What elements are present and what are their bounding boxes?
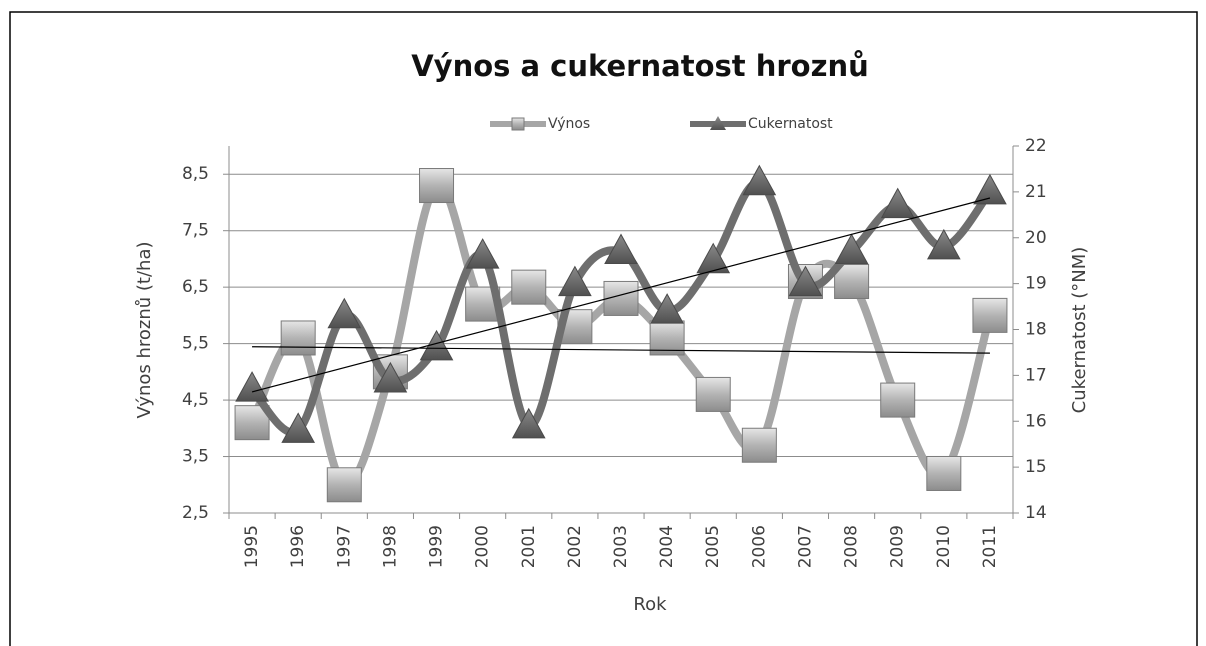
y2-tick-label: 16 <box>1025 411 1047 431</box>
trend-line <box>251 197 991 393</box>
marker-square <box>880 382 916 418</box>
x-tick-label: 2006 <box>749 525 769 568</box>
x-tick-label: 2008 <box>842 525 862 568</box>
x-axis-label: Rok <box>633 594 667 615</box>
marker-triangle <box>419 329 454 361</box>
y2-tick-label: 18 <box>1025 320 1047 340</box>
marker-triangle <box>281 412 316 443</box>
x-tick-label: 1999 <box>427 525 447 568</box>
y-tick-label: 3,5 <box>182 447 209 467</box>
y2-tick-label: 20 <box>1025 228 1047 248</box>
x-tick-label: 2010 <box>934 525 954 568</box>
marker-triangle <box>511 407 546 439</box>
y2-axis-label: Cukernatost (°NM) <box>1069 247 1090 414</box>
marker-triangle <box>880 187 915 219</box>
marker-square <box>280 320 316 356</box>
marker-triangle <box>834 233 869 265</box>
marker-square <box>511 269 547 305</box>
marker-triangle <box>650 293 684 324</box>
y-tick-label: 7,5 <box>182 221 209 241</box>
y2-tick-label: 19 <box>1025 274 1047 294</box>
x-tick-label: 2001 <box>519 525 539 568</box>
x-tick-label: 2007 <box>795 525 815 568</box>
y-tick-label: 6,5 <box>182 277 209 297</box>
y-tick-label: 2,5 <box>182 503 209 523</box>
y-tick-label: 4,5 <box>182 390 209 410</box>
marker-triangle <box>926 228 961 260</box>
y2-tick-label: 21 <box>1025 182 1047 202</box>
marker-square <box>695 376 731 412</box>
marker-triangle <box>327 297 362 329</box>
frame <box>9 11 1198 646</box>
trend-line <box>252 346 990 354</box>
marker-square <box>834 264 870 300</box>
legend-label: Cukernatost <box>748 116 833 132</box>
legend-label: Výnos <box>548 116 590 132</box>
marker-triangle <box>973 173 1007 205</box>
y-tick-label: 8,5 <box>182 164 209 184</box>
marker-square <box>741 427 777 463</box>
y2-tick-label: 14 <box>1025 503 1047 523</box>
y-axis-label: Výnos hroznů (t/ha) <box>134 241 155 418</box>
y2-tick-label: 15 <box>1025 457 1047 477</box>
x-tick-label: 2003 <box>611 525 631 568</box>
x-tick-label: 2005 <box>703 525 723 568</box>
x-tick-label: 2009 <box>888 525 908 568</box>
chart-title: Výnos a cukernatost hroznů <box>411 49 869 83</box>
x-tick-label: 1996 <box>288 525 308 568</box>
marker-square <box>326 467 362 503</box>
x-tick-label: 2011 <box>980 525 1000 568</box>
marker-triangle <box>604 233 638 265</box>
marker-triangle <box>788 265 823 297</box>
legend-marker <box>511 117 525 131</box>
y2-tick-label: 17 <box>1025 365 1047 385</box>
x-tick-label: 2000 <box>473 525 493 568</box>
x-tick-label: 2004 <box>657 525 677 568</box>
marker-triangle <box>235 371 269 402</box>
marker-square <box>419 168 455 204</box>
x-tick-label: 1995 <box>242 525 262 568</box>
marker-triangle <box>373 361 408 393</box>
marker-square <box>649 320 685 356</box>
x-tick-label: 1998 <box>380 525 400 568</box>
y2-tick-label: 22 <box>1025 136 1047 156</box>
marker-square <box>926 455 962 491</box>
marker-triangle <box>558 265 592 297</box>
marker-triangle <box>742 164 777 196</box>
x-tick-label: 1997 <box>334 525 354 568</box>
legend-marker <box>710 116 726 130</box>
marker-triangle <box>696 242 731 274</box>
y-tick-label: 5,5 <box>182 334 209 354</box>
marker-square <box>972 297 1008 333</box>
x-tick-label: 2002 <box>565 525 585 568</box>
marker-triangle <box>465 238 500 269</box>
